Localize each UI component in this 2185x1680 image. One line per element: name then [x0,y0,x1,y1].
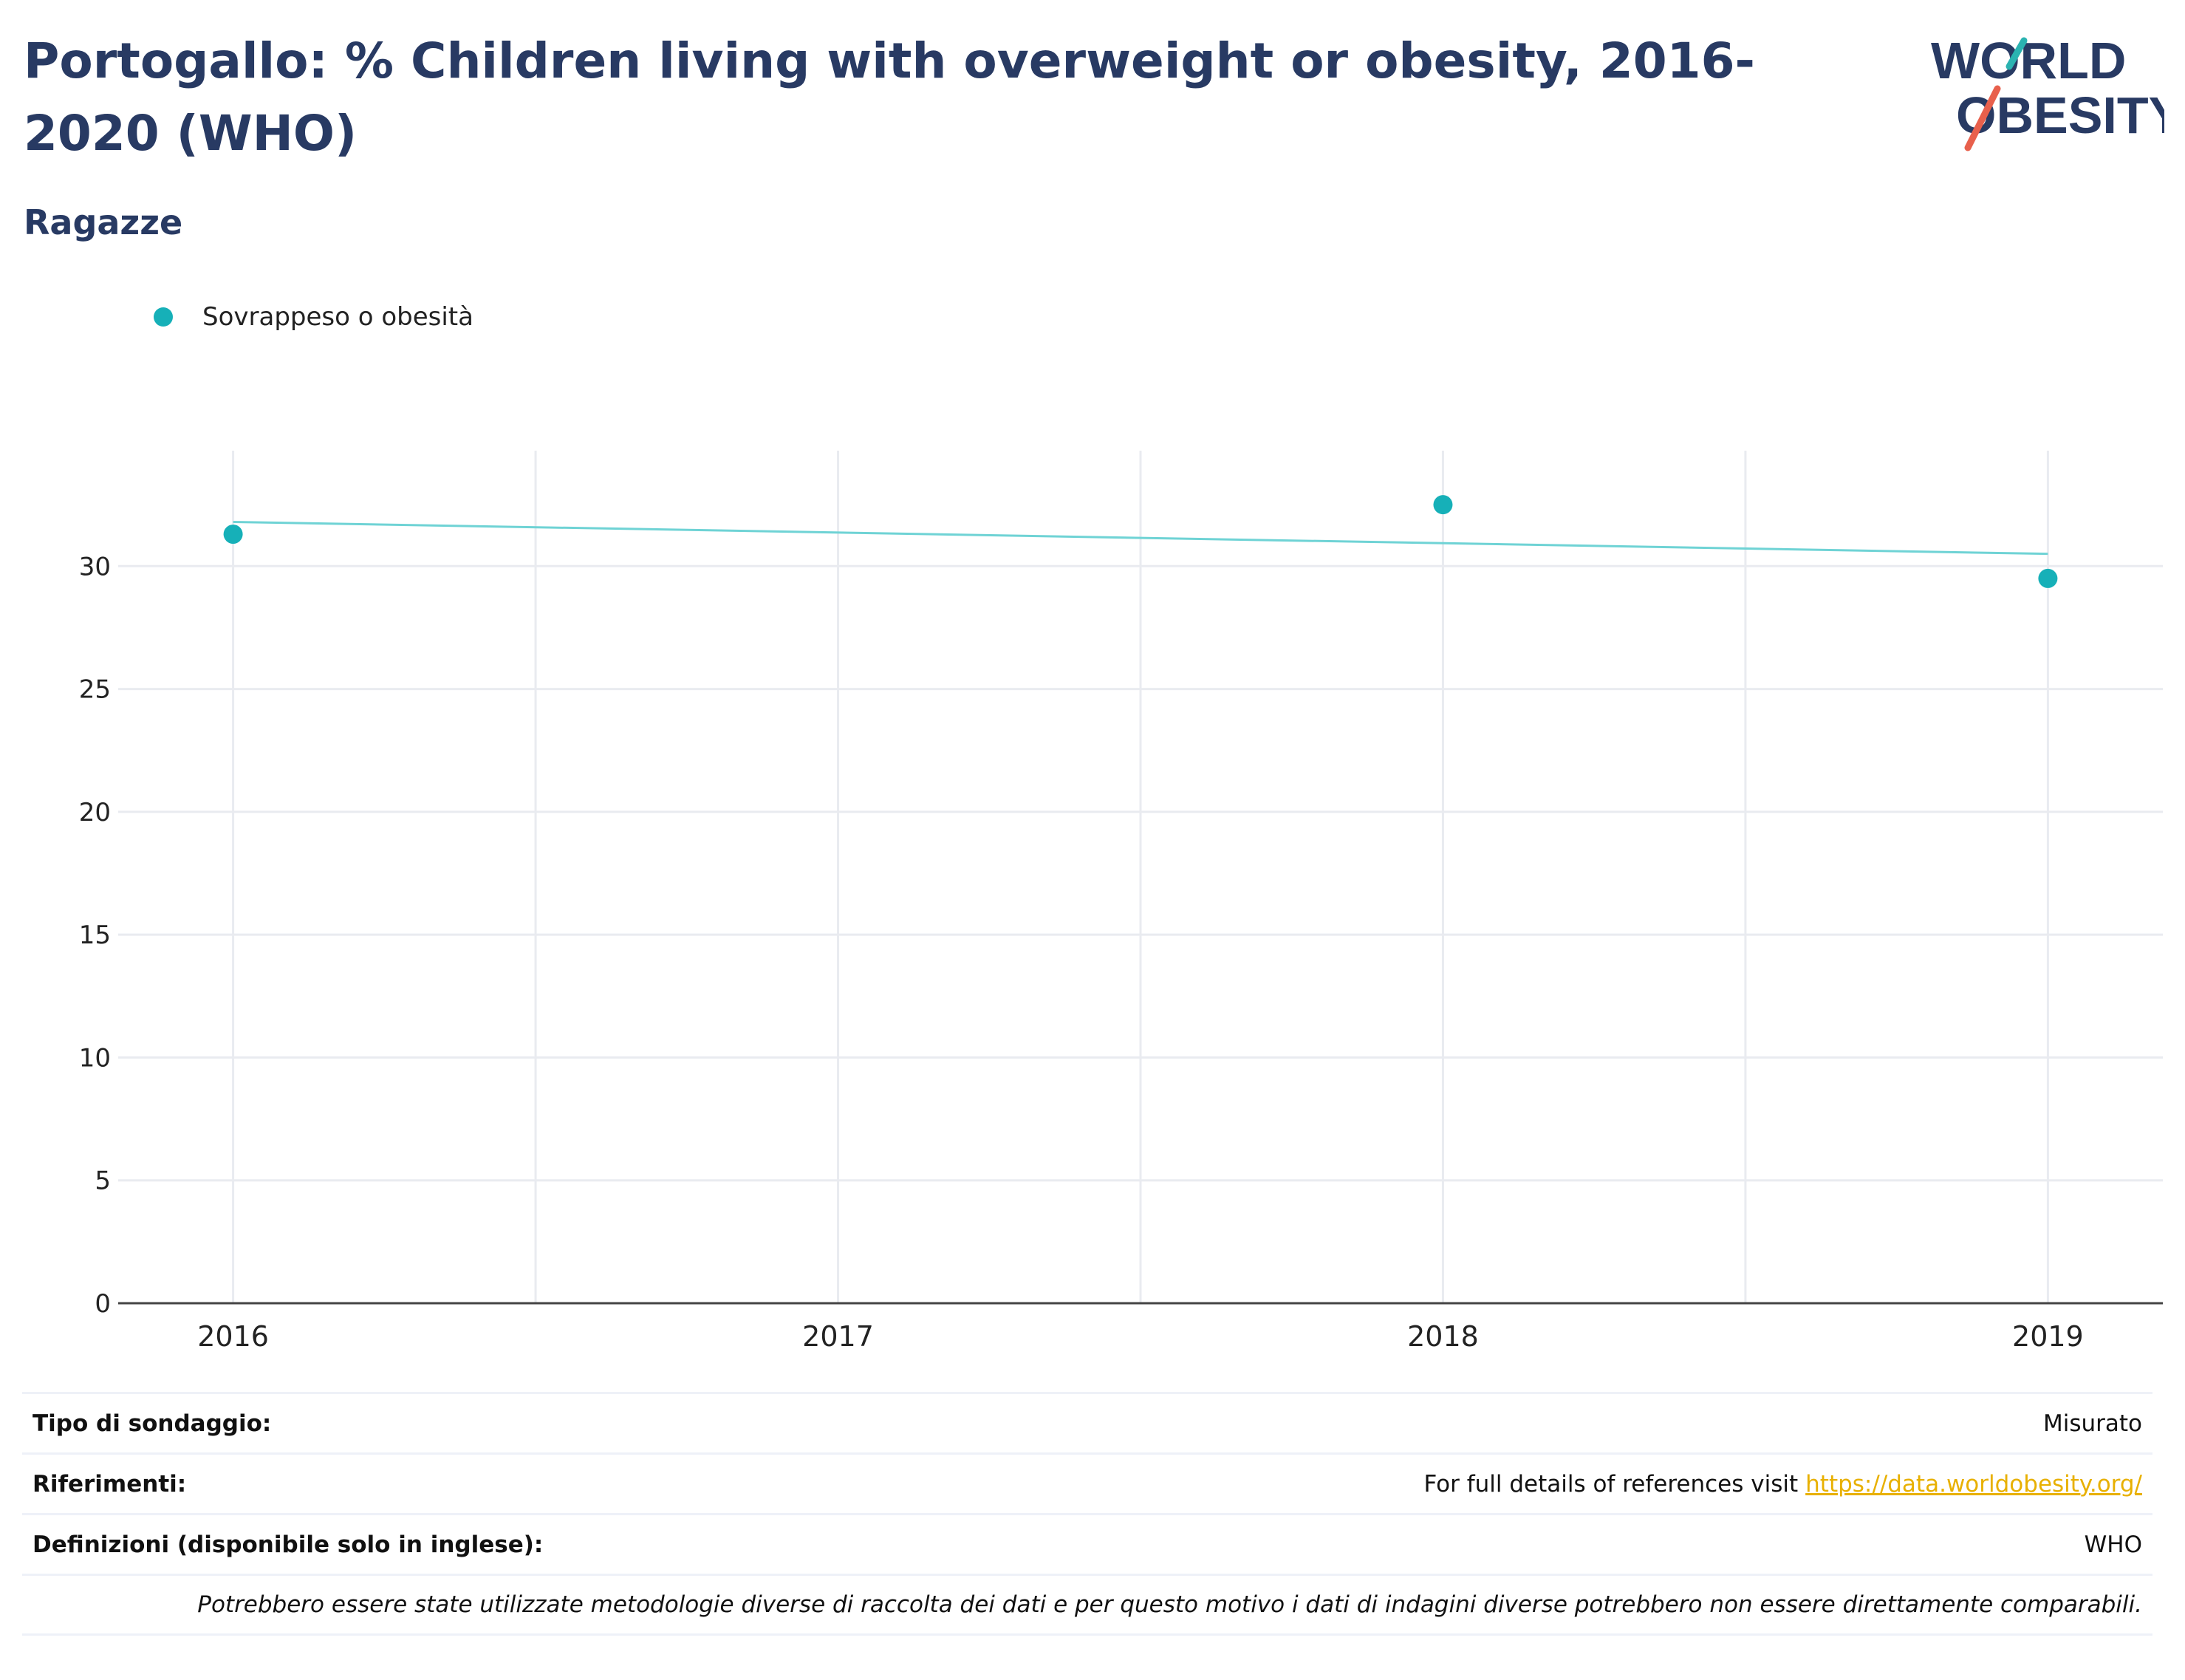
trend-layer [233,520,2048,556]
page-title: Portogallo: % Children living with overw… [24,33,1755,162]
y-tick-label: 5 [95,1167,111,1196]
y-tick-label: 0 [95,1289,111,1319]
chart-subtitle: Ragazze [24,202,183,242]
scatter-chart: 0 5 10 15 20 25 30 2016 2017 2018 2019 [79,451,2163,1353]
label-layer: 0 5 10 15 20 25 30 2016 2017 2018 2019 [79,552,2084,1353]
y-tick-label: 30 [79,552,111,581]
legend-label: Sovrappeso o obesità [202,302,473,332]
chart-legend[interactable]: Sovrappeso o obesità [154,298,473,335]
logo-slash-bottom [1964,85,2001,151]
references-link[interactable]: https://data.worldobesity.org/ [1805,1470,2142,1498]
grid-layer [118,451,2163,1303]
references-text: For full details of references visit [1423,1470,1799,1498]
info-table: Tipo di sondaggio: Misurato Riferimenti:… [22,1392,2152,1636]
data-point [223,525,243,544]
data-point [1433,495,1453,515]
logo-line1: WORLD [1931,32,2126,89]
x-tick-label: 2019 [2012,1320,2084,1353]
y-tick-label: 20 [79,798,111,827]
info-row-references: Riferimenti: For full details of referen… [22,1452,2152,1513]
info-row-definitions: Definizioni (disponibile solo in inglese… [22,1513,2152,1574]
y-tick-label: 10 [79,1043,111,1073]
x-tick-label: 2017 [802,1320,874,1353]
points-layer [223,495,2058,588]
legend-marker [154,307,173,327]
info-row-note: Potrebbero essere state utilizzate metod… [22,1574,2152,1636]
definitions-value: WHO [2084,1531,2142,1558]
survey-type-label: Tipo di sondaggio: [33,1410,272,1437]
data-point [2038,568,2058,588]
references-value: For full details of references visit http… [1423,1471,2142,1498]
x-tick-label: 2016 [197,1320,269,1353]
y-tick-label: 15 [79,921,111,950]
x-tick-label: 2018 [1407,1320,1479,1353]
survey-type-value: Misurato [2042,1410,2142,1437]
y-tick-label: 25 [79,675,111,705]
methodology-note: Potrebbero essere state utilizzate metod… [197,1591,2142,1618]
references-label: Riferimenti: [33,1470,187,1498]
world-obesity-logo: WORLD OBESITY [1931,32,2164,151]
logo-slash-top [2006,37,2028,70]
trend-line [233,520,2048,556]
definitions-label: Definizioni (disponibile solo in inglese… [33,1531,544,1558]
info-row-survey-type: Tipo di sondaggio: Misurato [22,1392,2152,1452]
